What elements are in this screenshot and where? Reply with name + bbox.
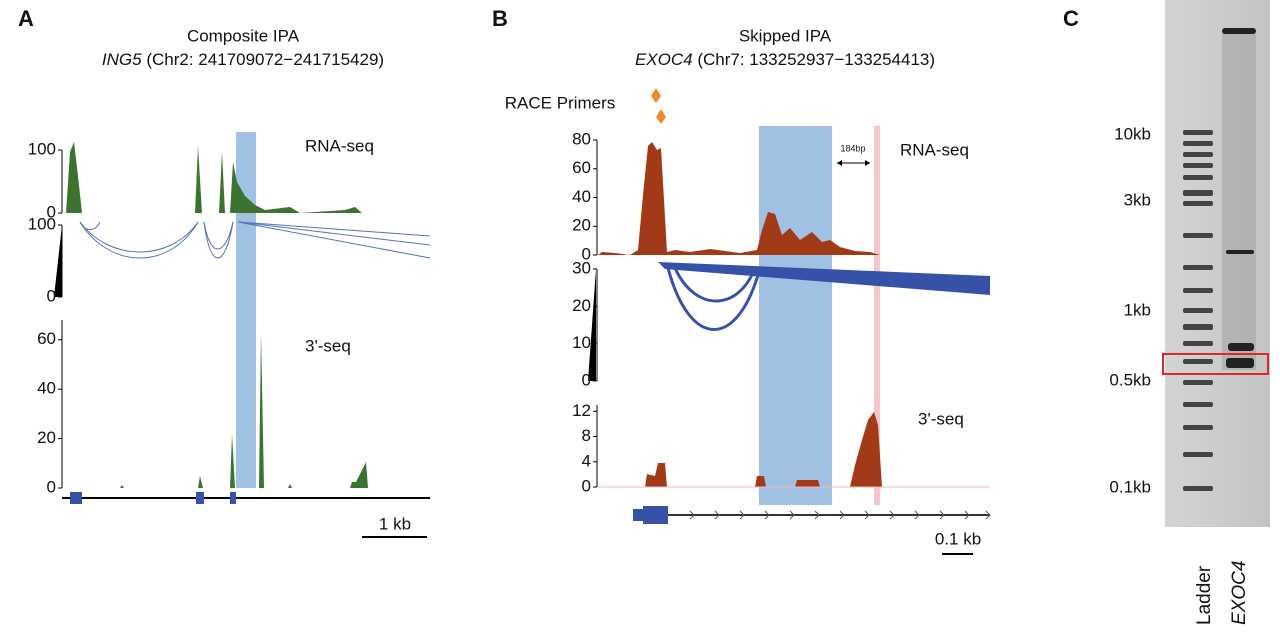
y-tick-label: 30 — [572, 258, 591, 277]
primer — [656, 109, 666, 124]
y-tick-label: 80 — [572, 129, 591, 148]
sample-bands — [1222, 28, 1256, 368]
coverage — [62, 142, 430, 213]
selection-box — [1162, 353, 1269, 375]
marker-label: 3kb — [1124, 190, 1151, 209]
marker-label: 0.1kb — [1109, 477, 1151, 496]
y-tick-label: 4 — [582, 451, 591, 470]
y-tick-label: 0 — [47, 286, 56, 305]
junction — [658, 262, 990, 295]
y-tick-label: 0 — [582, 244, 591, 263]
y-tick-label: 12 — [572, 401, 591, 420]
y-tick-label: 100 — [28, 139, 56, 158]
locus: EXOC4 (Chr7: 133252937−133254413) — [635, 50, 935, 69]
track-label: RNA-seq — [900, 140, 969, 159]
track-label: RNA-seq — [305, 136, 374, 155]
panel-label: C — [1063, 6, 1079, 31]
scale-bar-label: 0.1 kb — [935, 529, 981, 548]
scale-wedge — [54, 225, 62, 297]
lane-smear — [1222, 30, 1256, 370]
scale-wedge — [588, 269, 596, 381]
strand-arrows — [689, 510, 991, 520]
marker-label: 10kb — [1114, 124, 1151, 143]
primers-label: RACE Primers — [505, 93, 616, 112]
y-tick-label: 100 — [28, 214, 56, 233]
coordinates: (Chr7: 133252937−133254413) — [697, 50, 935, 69]
gene: EXOC4 — [635, 50, 693, 69]
y-tick-label: 20 — [572, 216, 591, 235]
panel-title: Composite IPA — [187, 26, 300, 45]
distance-label: 184bp — [840, 143, 865, 153]
y-tick-label: 0 — [47, 477, 56, 496]
highlight — [236, 132, 256, 488]
primer — [651, 88, 661, 103]
y-tick-label: 40 — [37, 379, 56, 398]
panel-title: Skipped IPA — [739, 26, 832, 45]
panel-label: B — [492, 6, 508, 31]
y-tick-label: 60 — [572, 158, 591, 177]
locus: ING5 (Chr2: 241709072−241715429) — [102, 50, 384, 69]
highlight — [759, 126, 832, 505]
exons — [70, 492, 236, 504]
gel — [1165, 0, 1270, 527]
y-tick-label: 0 — [582, 476, 591, 495]
y-tick-label: 60 — [37, 329, 56, 348]
ladder-bands — [1183, 130, 1213, 491]
gene: ING5 — [102, 50, 142, 69]
marker-label: 1kb — [1124, 300, 1151, 319]
lane-label: Ladder — [1194, 565, 1215, 625]
y-tick-label: 8 — [582, 426, 591, 445]
coordinates: (Chr2: 241709072−241715429) — [146, 50, 384, 69]
y-tick-label: 40 — [572, 187, 591, 206]
y-tick-label: 10 — [572, 333, 591, 352]
y-tick-label: 20 — [37, 428, 56, 447]
exon — [633, 506, 668, 524]
highlight — [874, 126, 880, 505]
y-tick-label: 20 — [572, 296, 591, 315]
y-tick-label: 0 — [582, 370, 591, 389]
y-tick-label: 0 — [47, 202, 56, 221]
scale-bar-label: 1 kb — [379, 514, 411, 533]
marker-label: 0.5kb — [1109, 370, 1151, 389]
panel-label: A — [18, 6, 34, 31]
track-label: 3'-seq — [305, 336, 351, 355]
junctions — [666, 267, 762, 331]
junctions — [79, 221, 431, 259]
track-label: 3'-seq — [918, 409, 964, 428]
lane-label: EXOC4 — [1229, 561, 1250, 625]
